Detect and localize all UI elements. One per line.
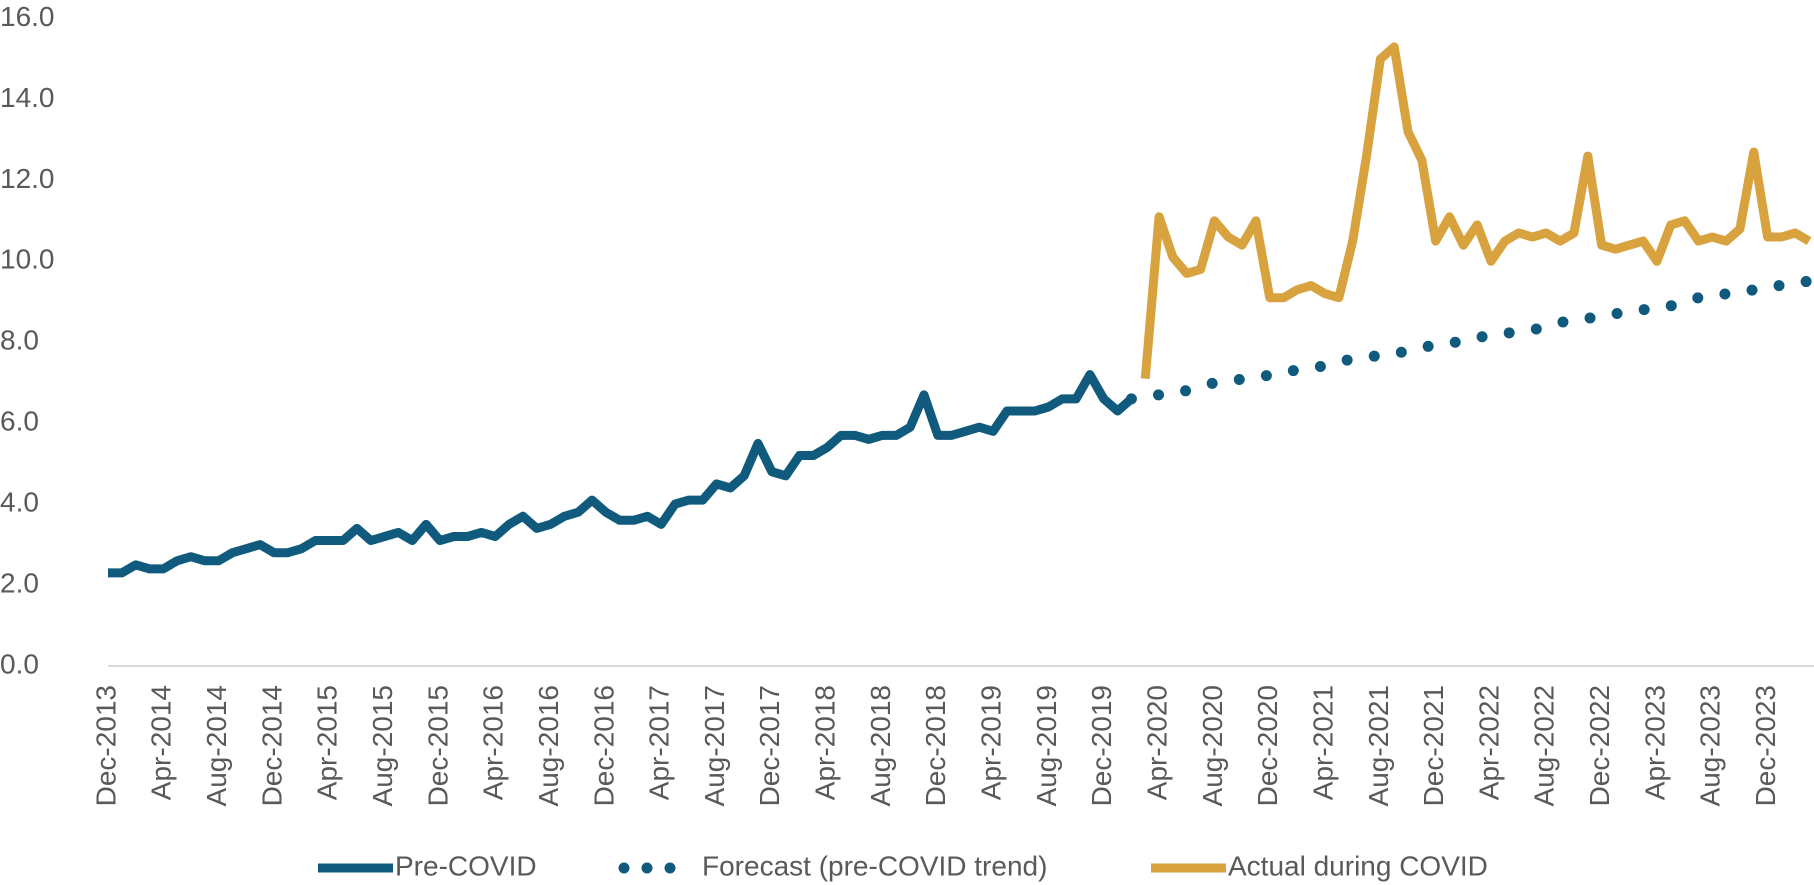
x-tick-label: Aug-2022 (1529, 685, 1560, 806)
x-tick-label: Apr-2019 (976, 685, 1007, 800)
x-tick-label: Apr-2022 (1473, 685, 1504, 800)
series-line (1125, 276, 1814, 405)
x-tick-label: Dec-2021 (1418, 685, 1449, 806)
x-tick-label: Apr-2017 (644, 685, 675, 800)
x-tick-label: Aug-2020 (1197, 685, 1228, 806)
y-tick-label: 0.0 (0, 648, 39, 679)
x-tick-label: Apr-2014 (146, 685, 177, 800)
y-tick-label: 8.0 (0, 325, 39, 356)
y-tick-label: 12.0 (0, 163, 55, 194)
x-tick-label: Aug-2021 (1363, 685, 1394, 806)
y-tick-label: 6.0 (0, 406, 39, 437)
x-tick-label: Apr-2020 (1141, 685, 1172, 800)
y-tick-label: 2.0 (0, 567, 39, 598)
x-tick-label: Aug-2015 (367, 685, 398, 806)
x-tick-label: Dec-2018 (920, 685, 951, 806)
x-tick-label: Dec-2017 (754, 685, 785, 806)
x-tick-label: Dec-2015 (422, 685, 453, 806)
x-tick-label: Dec-2019 (1086, 685, 1117, 806)
x-tick-label: Dec-2016 (588, 685, 619, 806)
series-line (108, 370, 1135, 578)
x-tick-label: Apr-2016 (478, 685, 509, 800)
x-tick-label: Dec-2013 (90, 685, 121, 806)
y-tick-label: 16.0 (0, 1, 55, 32)
y-tick-label: 10.0 (0, 244, 55, 275)
y-tick-label: 14.0 (0, 82, 55, 113)
x-tick-label: Apr-2015 (312, 685, 343, 800)
x-tick-label: Dec-2020 (1252, 685, 1283, 806)
x-tick-label: Dec-2022 (1584, 685, 1615, 806)
x-tick-label: Aug-2017 (699, 685, 730, 806)
x-tick-label: Dec-2023 (1750, 685, 1781, 806)
x-tick-label: Dec-2014 (256, 685, 287, 806)
x-tick-label: Apr-2018 (810, 685, 841, 800)
x-tick-label: Aug-2014 (201, 685, 232, 806)
x-tick-label: Aug-2023 (1695, 685, 1726, 806)
legend-label: Forecast (pre-COVID trend) (702, 850, 1047, 881)
legend-label: Actual during COVID (1228, 850, 1488, 881)
x-tick-label: Aug-2019 (1031, 685, 1062, 806)
x-tick-label: Aug-2018 (865, 685, 896, 806)
legend-label: Pre-COVID (395, 850, 537, 881)
series-line (1140, 42, 1812, 380)
x-tick-label: Apr-2023 (1639, 685, 1670, 800)
y-tick-label: 4.0 (0, 487, 39, 518)
x-tick-label: Apr-2021 (1307, 685, 1338, 800)
x-tick-label: Aug-2016 (533, 685, 564, 806)
